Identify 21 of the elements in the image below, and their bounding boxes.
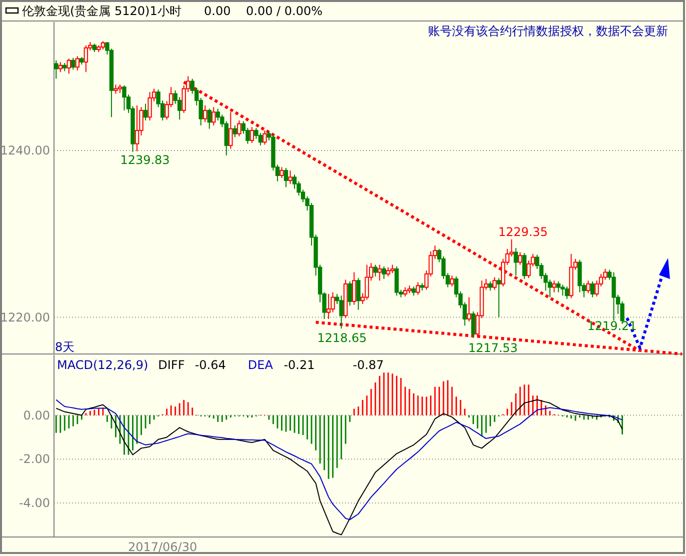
annotation: 8天 [55, 340, 75, 354]
annotation: 1217.53 [468, 341, 518, 355]
annotation: 1229.35 [498, 225, 548, 239]
x-tick-label: 2017/06/30 [128, 540, 198, 554]
y-tick-label: 0.00 [23, 408, 50, 422]
chart-title: 伦敦金现(贵金属 5120)1小时 [22, 4, 182, 18]
text: DEA [248, 358, 274, 372]
text: DIFF [158, 358, 185, 372]
y-tick-label: -4.00 [18, 496, 50, 510]
annotation: -0.87 [352, 358, 384, 372]
text: 0.00 [204, 4, 231, 18]
annotation: 1239.83 [120, 153, 170, 167]
y-tick-label: 1240.00 [0, 143, 50, 158]
chart-title: MACD(12,26,9) [57, 358, 148, 372]
annotation: 账号没有该合约行情数据授权，数据不会更新 [428, 24, 668, 38]
annotation: 1218.65 [317, 331, 367, 345]
y-tick-label: 1220.00 [0, 310, 50, 324]
annotation: -0.21 [284, 358, 315, 372]
text: 0.00 / 0.00% [246, 4, 323, 18]
annotation: -0.64 [194, 358, 226, 372]
y-tick-label: -2.00 [18, 452, 50, 466]
